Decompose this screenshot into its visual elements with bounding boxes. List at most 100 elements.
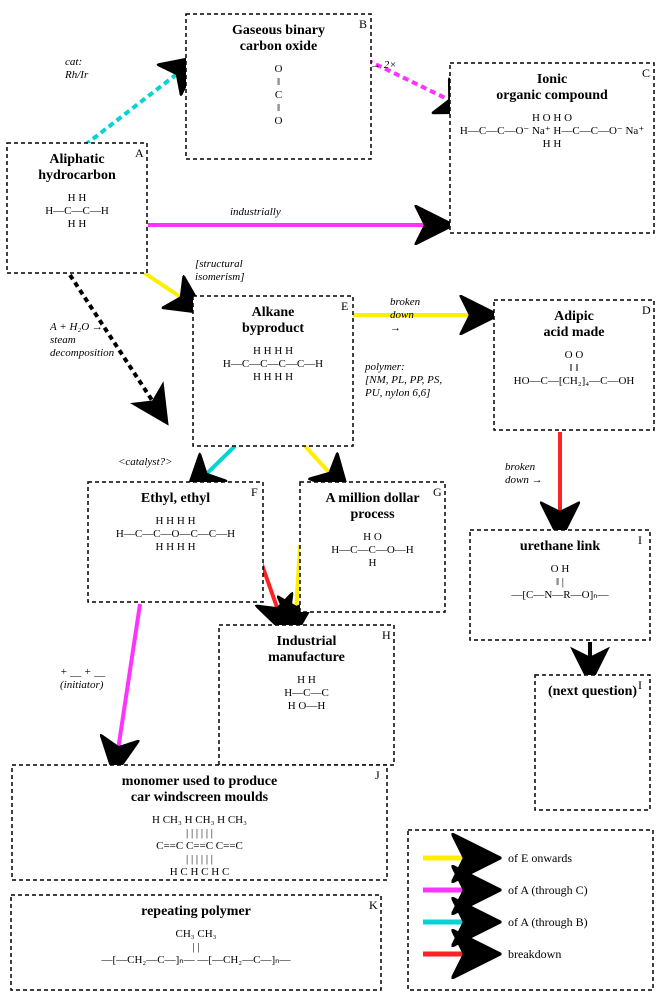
freetext-7-1: down → [505, 474, 543, 486]
node-title-A-1: hydrocarbon [38, 168, 116, 183]
node-body-F-2: H H H H [155, 541, 195, 553]
node-body-K-0: CH₃ CH₃ [176, 928, 217, 940]
node-body-I-1: ‖ | [556, 576, 564, 588]
node-body-B-2: C [275, 89, 282, 101]
node-letter-K: K [369, 898, 378, 912]
node-letter-I: I [638, 533, 642, 547]
freetext-3-1: isomerism] [195, 271, 245, 283]
node-body-A-0: H H [68, 192, 87, 204]
freetext-5-0: broken [390, 296, 421, 308]
freetext-1-0: → 2× [370, 59, 397, 71]
node-letter-D: D [642, 303, 651, 317]
node-title-J-1: car windscreen moulds [131, 790, 269, 805]
node-title-I-0: urethane link [520, 539, 600, 554]
node-title-D-0: Adipic [554, 309, 594, 324]
node-body-C-0: H O H O [532, 112, 572, 124]
node-title-H-0: Industrial [277, 634, 337, 649]
node-title-G-1: process [350, 507, 395, 522]
node-A: A Aliphatichydrocarbon H HH—C—C—HH H [7, 143, 147, 273]
freetext-0-1: Rh/Ir [64, 69, 89, 81]
legend: of E onwards of A (through C) of A (throug… [408, 830, 653, 990]
node-body-J-4: H C H C H C [170, 866, 230, 878]
node-title-C-1: organic compound [496, 88, 608, 103]
node-letter-F: F [251, 485, 258, 499]
node-body-E-0: H H H H [253, 345, 293, 357]
node-body-A-2: H H [68, 218, 87, 230]
node-body-B-3: ‖ [277, 102, 280, 114]
node-title-A-0: Aliphatic [49, 152, 104, 167]
node-B: BGaseous binarycarbon oxideO‖C‖O [186, 14, 371, 159]
node-body-D-1: ‖ ‖ [570, 362, 579, 374]
node-body-E-2: H H H H [253, 371, 293, 383]
freetext-6-0: polymer: [364, 361, 405, 373]
node-body-H-2: H O—H [288, 700, 326, 712]
node-letter-J: J [375, 768, 380, 782]
node-body-F-1: H—C—C—O—C—C—H [116, 528, 235, 540]
freetext-4-0: A + H₂O → [49, 321, 103, 333]
node-F: F Ethyl, ethyl H H H HH—C—C—O—C—C—HH H H H [88, 482, 263, 602]
node-body-C-2: H H [543, 138, 562, 150]
freetext-4-1: steam [50, 334, 76, 346]
node-E: E Alkanebyproduct H H H HH—C—C—C—C—HH H H … [193, 296, 353, 446]
node-body-D-2: HO—C—[CH₂]₄—C—OH [514, 375, 635, 387]
node-Iend: I(next question) [535, 675, 650, 810]
node-title-D-1: acid made [543, 325, 604, 340]
freetext-7-0: broken [505, 461, 536, 473]
node-body-J-3: | | | | | | [186, 853, 213, 865]
node-title-K-0: repeating polymer [141, 904, 251, 919]
freetext-8-0: <catalyst?> [118, 456, 173, 468]
node-letter-G: G [433, 485, 442, 499]
node-title-E-0: Alkane [252, 305, 295, 320]
legend-label-3: breakdown [508, 947, 561, 961]
node-letter-C: C [642, 66, 650, 80]
node-J: Jmonomer used to producecar windscreen m… [12, 765, 387, 880]
freetext-0-0: cat: [65, 56, 82, 68]
node-title-H-1: manufacture [268, 650, 345, 665]
freetext-2-0: industrially [230, 206, 281, 218]
edge-A-B [85, 60, 195, 145]
node-title-F-0: Ethyl, ethyl [141, 491, 210, 506]
node-title-E-1: byproduct [242, 321, 304, 336]
legend-label-0: of E onwards [508, 851, 572, 865]
node-H: HIndustrialmanufactureH HH—C—CH O—H [219, 625, 394, 765]
node-D: D Adipicacid made O O‖ ‖HO—C—[CH₂]₄—C—OH [494, 300, 654, 430]
node-title-C-0: Ionic [537, 72, 567, 87]
node-body-D-0: O O [565, 349, 584, 361]
node-body-H-0: H H [297, 674, 316, 686]
node-letter-A: A [135, 146, 144, 160]
node-body-B-1: ‖ [277, 76, 280, 88]
node-body-F-0: H H H H [155, 515, 195, 527]
node-title-Iend-0: (next question) [548, 684, 637, 699]
freetext-9-0: + __ + __ [60, 666, 106, 678]
node-body-I-2: —[C—N—R—O]ₙ— [510, 589, 609, 601]
flowchart-canvas: AAliphatichydrocarbonH HH—C—C—HH HBGaseo… [0, 0, 659, 1001]
node-title-B-0: Gaseous binary [232, 23, 325, 38]
node-body-G-2: H [369, 557, 377, 569]
legend-label-1: of A (through C) [508, 883, 588, 897]
node-body-K-1: | | [192, 941, 199, 953]
node-K: Krepeating polymer CH₃ CH₃| |—[—CH₂—C—]ₙ—… [11, 895, 381, 990]
node-body-J-1: | | | | | | [186, 827, 213, 839]
node-body-J-0: H CH₃ H CH₃ H CH₃ [152, 814, 247, 826]
legend-label-2: of A (through B) [508, 915, 588, 929]
node-body-G-0: H O [363, 531, 382, 543]
node-body-B-0: O [275, 63, 283, 75]
node-body-E-1: H—C—C—C—C—H [223, 358, 323, 370]
node-letter-B: B [359, 17, 367, 31]
freetext-4-2: decomposition [50, 347, 115, 359]
node-body-A-1: H—C—C—H [45, 205, 109, 217]
node-G: G A million dollarprocess H OH—C—C—O—HH [300, 482, 445, 612]
freetext-5-1: down [390, 309, 414, 321]
node-body-H-1: H—C—C [284, 687, 329, 699]
node-body-C-1: H—C—C—O⁻ Na⁺ H—C—C—O⁻ Na⁺ [460, 125, 644, 137]
node-title-G-0: A million dollar [325, 491, 419, 506]
freetext-3-0: [structural [195, 258, 243, 270]
node-body-J-2: C==C C==C C==C [156, 840, 243, 852]
node-body-K-2: —[—CH₂—C—]ₙ— —[—CH₂—C—]ₙ— [100, 954, 291, 966]
freetext-6-1: [NM, PL, PP, PS, [365, 374, 442, 386]
edge-F-J [115, 604, 140, 770]
node-body-G-1: H—C—C—O—H [331, 544, 414, 556]
freetext-6-2: PU, nylon 6,6] [364, 387, 430, 399]
node-title-J-0: monomer used to produce [122, 774, 277, 789]
node-letter-E: E [341, 299, 348, 313]
